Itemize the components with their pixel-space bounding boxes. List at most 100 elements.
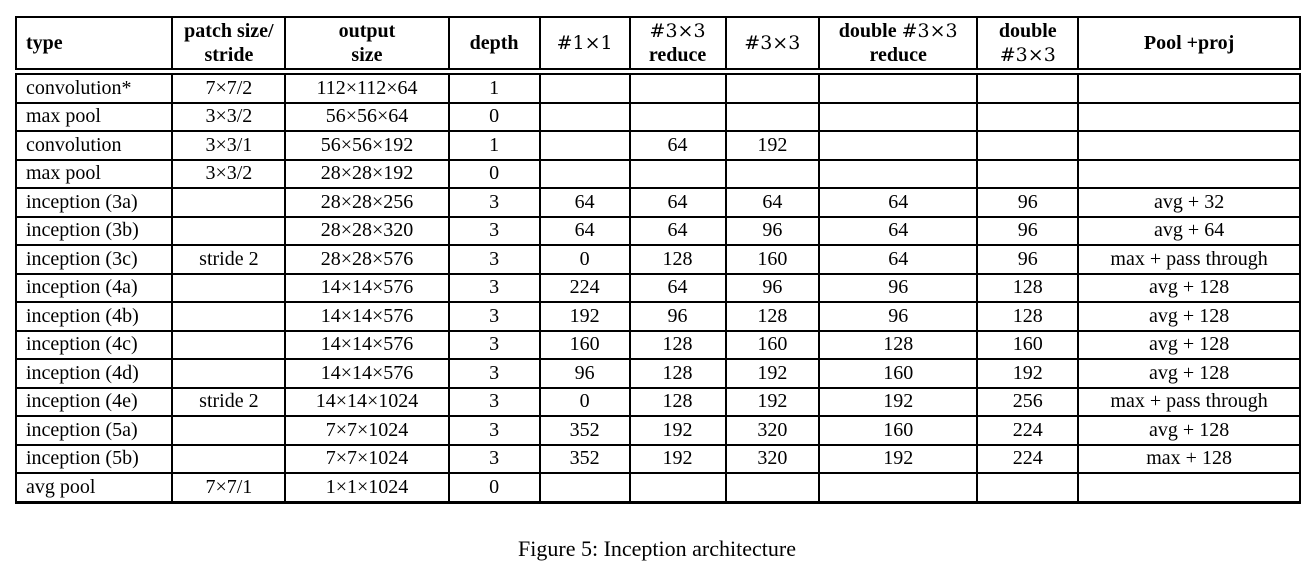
cell-double-3x3 (976, 70, 1080, 104)
header-text: size (351, 44, 383, 66)
header-text: stride (204, 44, 254, 66)
cell-num-1x1: 224 (538, 272, 631, 303)
cell-type: convolution* (14, 70, 174, 104)
cell-type: max pool (14, 101, 174, 132)
cell-output-size: 14×14×1024 (284, 386, 450, 417)
cell-double-3x3-reduce: 96 (818, 301, 979, 332)
cell-double-3x3: 128 (976, 272, 1080, 303)
cell-num-3x3: 64 (724, 187, 821, 218)
cell-type: inception (3b) (14, 215, 174, 246)
col-header-depth: depth (447, 16, 541, 75)
cell-output-size: 28×28×192 (284, 158, 450, 189)
cell-pool-proj (1077, 130, 1301, 161)
cell-depth: 3 (447, 415, 541, 446)
table-row-max-pool: max pool 3×3/2 56×56×64 0 (14, 101, 1301, 132)
cell-double-3x3-reduce: 64 (818, 244, 979, 275)
cell-num-1x1: 0 (538, 386, 631, 417)
cell-pool-proj: avg + 128 (1077, 329, 1301, 360)
cell-num-1x1 (538, 70, 631, 104)
cell-pool-proj: avg + 128 (1077, 358, 1301, 389)
cell-patch-size-stride (171, 329, 287, 360)
cell-patch-size-stride (171, 415, 287, 446)
cell-type: inception (4c) (14, 329, 174, 360)
cell-num-3x3-reduce: 64 (628, 215, 727, 246)
cell-num-1x1: 352 (538, 415, 631, 446)
table-row-inception-3a: inception (3a) 28×28×256 3 64 64 64 64 96 avg + … (14, 187, 1301, 218)
cell-type: inception (3c) (14, 244, 174, 275)
header-text: patch size/ (184, 20, 274, 42)
col-header-type: type (14, 16, 174, 75)
cell-num-3x3: 320 (724, 443, 821, 474)
cell-output-size: 7×7×1024 (284, 415, 450, 446)
table-header-row: type patch size/stride output size depth #1×1… (14, 16, 1301, 75)
cell-double-3x3 (976, 101, 1080, 132)
cell-num-3x3-reduce: 192 (628, 415, 727, 446)
cell-pool-proj (1077, 158, 1301, 189)
col-header-num-3x3-reduce: #3×3 reduce (628, 16, 727, 75)
paper-page: type patch size/stride output size depth #1×1… (0, 16, 1314, 585)
cell-patch-size-stride (171, 443, 287, 474)
cell-patch-size-stride: 3×3/1 (171, 130, 287, 161)
cell-double-3x3-reduce: 128 (818, 329, 979, 360)
cell-double-3x3-reduce: 160 (818, 415, 979, 446)
cell-depth: 3 (447, 443, 541, 474)
header-text: #3×3 (744, 32, 801, 54)
cell-patch-size-stride: 7×7/2 (171, 70, 287, 104)
cell-double-3x3: 256 (976, 386, 1080, 417)
table-row-inception-3c: inception (3c) stride 2 28×28×576 3 0 128 160 6… (14, 244, 1301, 275)
cell-depth: 3 (447, 358, 541, 389)
cell-num-3x3-reduce: 128 (628, 329, 727, 360)
cell-num-3x3-reduce (628, 158, 727, 189)
header-text: double (838, 20, 902, 42)
table-row-inception-5b: inception (5b) 7×7×1024 3 352 192 320 192 224 ma… (14, 443, 1301, 474)
cell-type: inception (5a) (14, 415, 174, 446)
cell-num-3x3 (724, 472, 821, 504)
cell-num-3x3-reduce: 96 (628, 301, 727, 332)
table-row-inception-4a: inception (4a) 14×14×576 3 224 64 96 96 128 avg … (14, 272, 1301, 303)
figure-caption: Figure 5: Inception architecture (518, 535, 796, 561)
cell-num-3x3: 96 (724, 215, 821, 246)
table-row-inception-4b: inception (4b) 14×14×576 3 192 96 128 96 128 avg… (14, 301, 1301, 332)
cell-type: avg pool (14, 472, 174, 504)
cell-num-1x1 (538, 158, 631, 189)
cell-num-1x1 (538, 101, 631, 132)
table-row-max-pool: max pool 3×3/2 28×28×192 0 (14, 158, 1301, 189)
cell-type: inception (3a) (14, 187, 174, 218)
col-header-double-3x3-reduce: double #3×3 reduce (818, 16, 979, 75)
cell-output-size: 7×7×1024 (284, 443, 450, 474)
col-header-output-size: output size (284, 16, 450, 75)
cell-num-3x3-reduce: 192 (628, 443, 727, 474)
cell-double-3x3: 160 (976, 329, 1080, 360)
cell-pool-proj: max + pass through (1077, 244, 1301, 275)
cell-num-3x3 (724, 158, 821, 189)
cell-patch-size-stride (171, 358, 287, 389)
cell-output-size: 28×28×320 (284, 215, 450, 246)
cell-double-3x3-reduce: 96 (818, 272, 979, 303)
cell-num-1x1: 192 (538, 301, 631, 332)
cell-depth: 0 (447, 472, 541, 504)
table-row-inception-4d: inception (4d) 14×14×576 3 96 128 192 160 192 av… (14, 358, 1301, 389)
cell-num-3x3-reduce: 64 (628, 130, 727, 161)
header-text: #3×3 (999, 44, 1056, 66)
cell-patch-size-stride (171, 187, 287, 218)
cell-output-size: 14×14×576 (284, 272, 450, 303)
header-text: double (998, 20, 1057, 42)
cell-depth: 1 (447, 130, 541, 161)
cell-type: max pool (14, 158, 174, 189)
cell-output-size: 14×14×576 (284, 358, 450, 389)
header-text: reduce (648, 44, 707, 66)
cell-depth: 3 (447, 215, 541, 246)
cell-double-3x3-reduce: 192 (818, 386, 979, 417)
cell-double-3x3: 96 (976, 215, 1080, 246)
cell-num-3x3-reduce: 64 (628, 187, 727, 218)
col-header-patch-size-stride: patch size/stride (171, 16, 287, 75)
cell-patch-size-stride: 3×3/2 (171, 158, 287, 189)
header-text: #3×3 (649, 20, 706, 42)
cell-double-3x3-reduce (818, 70, 979, 104)
col-header-num-3x3: #3×3 (724, 16, 821, 75)
cell-double-3x3 (976, 472, 1080, 504)
cell-num-1x1: 64 (538, 215, 631, 246)
cell-double-3x3: 224 (976, 443, 1080, 474)
cell-num-3x3: 192 (724, 386, 821, 417)
cell-num-3x3: 160 (724, 329, 821, 360)
